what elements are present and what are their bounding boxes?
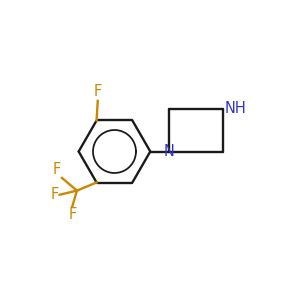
Text: F: F: [94, 84, 102, 99]
Text: N: N: [163, 144, 174, 159]
Text: NH: NH: [224, 101, 246, 116]
Text: F: F: [52, 162, 61, 177]
Text: F: F: [69, 208, 77, 223]
Text: F: F: [50, 187, 58, 202]
